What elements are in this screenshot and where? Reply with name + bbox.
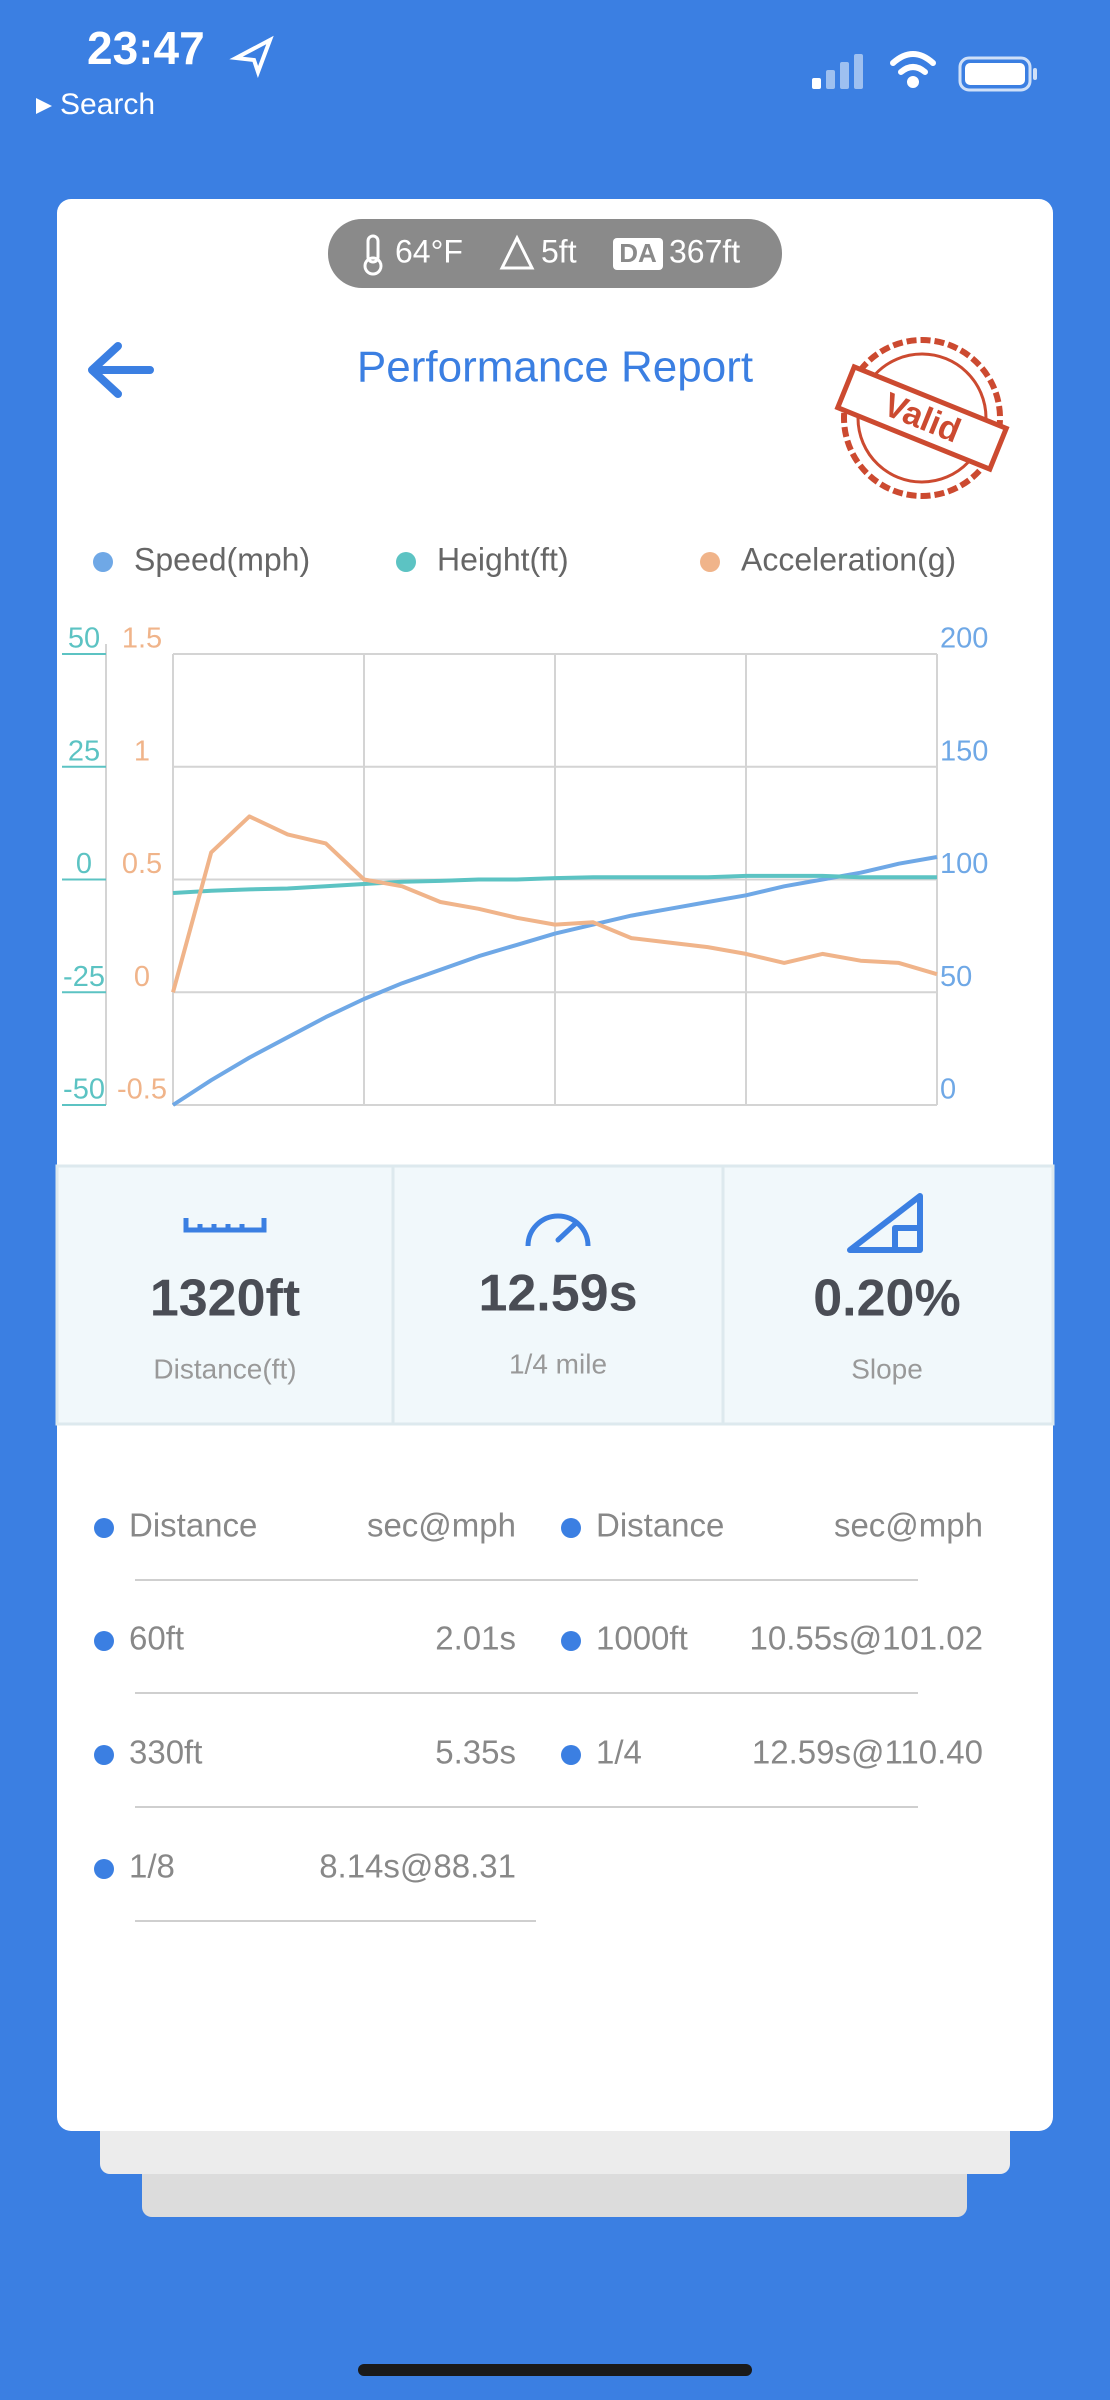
series-line bbox=[171, 814, 938, 993]
legend-label: Height(ft) bbox=[437, 541, 569, 577]
stat-label: Slope bbox=[851, 1353, 923, 1384]
split-time: 2.01s bbox=[435, 1620, 516, 1657]
y2-tick-label: 50 bbox=[940, 961, 972, 993]
signal-icon bbox=[812, 54, 863, 89]
da-badge-text: DA bbox=[619, 238, 657, 268]
row-dot bbox=[94, 1859, 114, 1879]
y2-tick-label: 200 bbox=[940, 623, 988, 655]
split-distance: 1/4 bbox=[596, 1734, 642, 1771]
legend-dot bbox=[93, 552, 113, 572]
da-badge bbox=[613, 238, 663, 270]
valid-stamp: Valid bbox=[834, 337, 1010, 499]
row-dot bbox=[561, 1631, 581, 1651]
split-time: 5.35s bbox=[435, 1734, 516, 1771]
y3-tick-label: -50 bbox=[63, 1074, 105, 1106]
row-dot bbox=[94, 1631, 114, 1651]
y-tick-label: 1.5 bbox=[122, 623, 162, 655]
legend-label: Acceleration(g) bbox=[741, 541, 956, 577]
y-tick-label: 0.5 bbox=[122, 848, 162, 880]
gauge-needle bbox=[555, 1221, 578, 1243]
split-time: 8.14s@88.31 bbox=[319, 1848, 516, 1885]
column-header: sec@mph bbox=[367, 1507, 516, 1544]
split-distance: 1/8 bbox=[129, 1848, 175, 1885]
split-distance: 330ft bbox=[129, 1734, 202, 1771]
column-header: Distance bbox=[596, 1507, 724, 1544]
row-dot bbox=[561, 1745, 581, 1765]
y2-tick-label: 0 bbox=[940, 1074, 956, 1106]
legend-dot bbox=[396, 552, 416, 572]
split-distance: 60ft bbox=[129, 1620, 184, 1657]
split-distance: 1000ft bbox=[596, 1620, 688, 1657]
y3-tick-label: 25 bbox=[68, 735, 100, 767]
home-indicator bbox=[358, 2364, 752, 2376]
y2-tick-label: 100 bbox=[940, 848, 988, 880]
y3-tick-label: 0 bbox=[76, 848, 92, 880]
series-line bbox=[172, 873, 937, 895]
stats-panel bbox=[55, 1164, 1055, 1426]
stat-value: 0.20% bbox=[813, 1270, 960, 1328]
stat-label: 1/4 mile bbox=[509, 1348, 607, 1379]
stat-value: 12.59s bbox=[478, 1265, 637, 1323]
ruler-icon bbox=[183, 1218, 267, 1233]
legend-dot bbox=[700, 552, 720, 572]
split-time: 10.55s@101.02 bbox=[749, 1620, 983, 1657]
y-tick-label: -0.5 bbox=[117, 1074, 167, 1106]
splits-table: Distance sec@mph Distance sec@mph 60ft 2.01s 1… bbox=[94, 1507, 983, 1922]
row-dot bbox=[94, 1518, 114, 1538]
temperature: 64°F bbox=[395, 233, 463, 269]
clock: 23:47 bbox=[87, 22, 205, 74]
column-header: sec@mph bbox=[834, 1507, 983, 1544]
y3-tick-label: -25 bbox=[63, 961, 105, 993]
y2-tick-label: 150 bbox=[940, 735, 988, 767]
density-altitude: 367ft bbox=[669, 233, 740, 269]
wifi-icon bbox=[890, 51, 936, 88]
slope-icon bbox=[847, 1193, 923, 1253]
stat-value: 1320ft bbox=[150, 1270, 300, 1328]
back-arrow[interactable] bbox=[36, 98, 52, 114]
legend-label: Speed(mph) bbox=[134, 541, 310, 577]
row-dot bbox=[94, 1745, 114, 1765]
battery-icon bbox=[958, 56, 1037, 92]
column-header: Distance bbox=[129, 1507, 257, 1544]
thermometer-icon bbox=[363, 234, 383, 276]
series-line bbox=[171, 855, 938, 1107]
stat-label: Distance(ft) bbox=[153, 1353, 296, 1384]
y-tick-label: 0 bbox=[134, 961, 150, 993]
back-button[interactable] bbox=[88, 342, 154, 398]
back-label[interactable]: Search bbox=[60, 88, 155, 121]
elevation: 5ft bbox=[541, 233, 577, 269]
location-icon bbox=[229, 35, 274, 78]
split-time: 12.59s@110.40 bbox=[752, 1734, 983, 1771]
elevation-icon bbox=[499, 234, 535, 270]
chart: Speed(mph) Height(ft) Acceleration(g) -50 -2… bbox=[62, 541, 988, 1107]
y-tick-label: 1 bbox=[134, 735, 150, 767]
gauge-icon bbox=[525, 1213, 591, 1247]
conditions-pill bbox=[328, 219, 782, 288]
y3-tick-label: 50 bbox=[68, 623, 100, 655]
page-title: Performance Report bbox=[357, 343, 753, 392]
row-dot bbox=[561, 1518, 581, 1538]
